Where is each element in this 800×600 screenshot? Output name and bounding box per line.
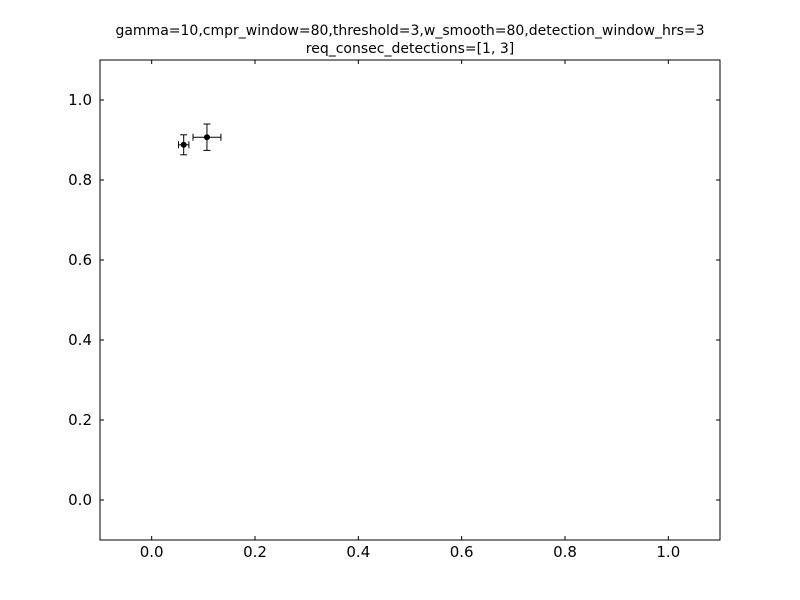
chart-title-line-2: req_consec_detections=[1, 3] [306,41,514,57]
x-tick-label: 1.0 [656,543,680,561]
plot-frame [99,59,721,541]
x-tick-label: 0.6 [450,543,474,561]
data-point-group [192,123,222,151]
data-point-group [178,134,190,156]
y-tick-label: 0.6 [68,251,92,269]
y-tick-label: 0.4 [68,331,92,349]
x-tick-label: 0.0 [140,543,164,561]
y-tick-label: 1.0 [68,91,92,109]
x-tick-label: 0.2 [243,543,267,561]
y-tick-label: 0.2 [68,411,92,429]
axis-ticks: 0.0 0.2 0.4 0.6 0.8 1.0 0.0 0.2 0.4 0.6 0.8 1.0 [68,60,720,561]
data-point [203,134,210,141]
chart-title: gamma=10,cmpr_window=80,threshold=3,w_sm… [115,23,704,57]
y-tick-label: 0.8 [68,171,92,189]
x-tick-label: 0.8 [553,543,577,561]
chart-title-line-1: gamma=10,cmpr_window=80,threshold=3,w_sm… [115,23,704,39]
data-point [180,141,187,148]
plot-marks [178,123,222,156]
y-tick-label: 0.0 [68,491,92,509]
x-tick-label: 0.4 [346,543,370,561]
